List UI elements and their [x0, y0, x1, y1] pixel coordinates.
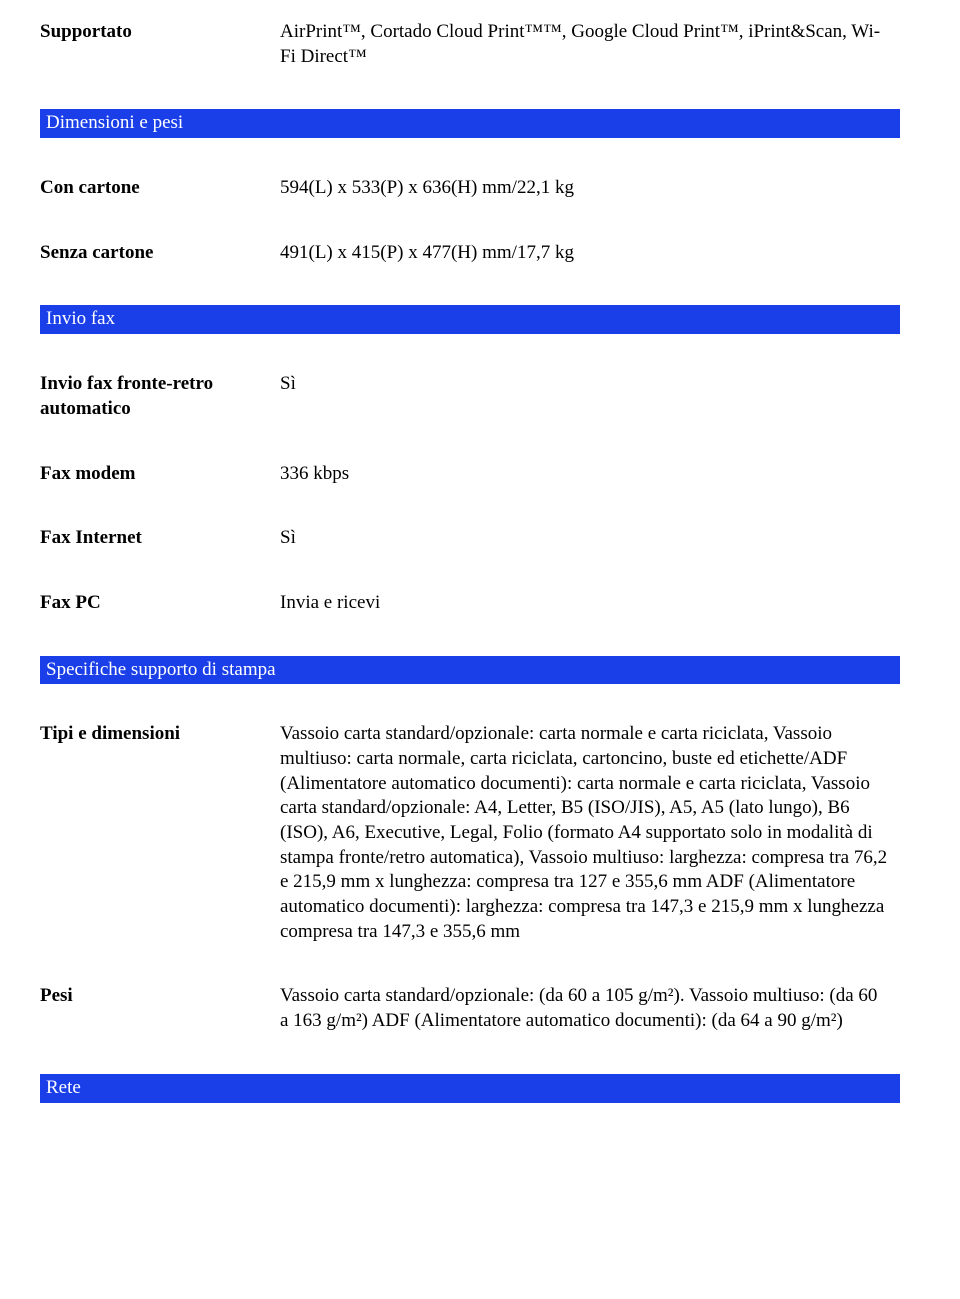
spec-value: 594(L) x 533(P) x 636(H) mm/22,1 kg: [280, 176, 900, 201]
spec-value: Invia e ricevi: [280, 591, 900, 616]
spec-value: Vassoio carta standard/opzionale: (da 60…: [280, 984, 900, 1033]
section-header-specifiche: Specifiche supporto di stampa: [40, 656, 900, 685]
spec-value: Sì: [280, 372, 900, 421]
spec-row: Senza cartone 491(L) x 415(P) x 477(H) m…: [40, 241, 900, 266]
spec-row: Fax Internet Sì: [40, 526, 900, 551]
spec-label: Fax PC: [40, 591, 280, 616]
spec-label: Pesi: [40, 984, 280, 1033]
spec-label: Invio fax fronte-retro automatico: [40, 372, 280, 421]
spec-label: Fax modem: [40, 462, 280, 487]
spec-label: Fax Internet: [40, 526, 280, 551]
spec-row: Fax modem 336 kbps: [40, 462, 900, 487]
section-header-inviofax: Invio fax: [40, 305, 900, 334]
spec-row: Pesi Vassoio carta standard/opzionale: (…: [40, 984, 900, 1033]
spec-value: 336 kbps: [280, 462, 900, 487]
section-header-dimensioni: Dimensioni e pesi: [40, 109, 900, 138]
spec-label: Supportato: [40, 20, 280, 69]
spec-row: Supportato AirPrint™, Cortado Cloud Prin…: [40, 20, 900, 69]
section-header-rete: Rete: [40, 1074, 900, 1103]
spec-row: Con cartone 594(L) x 533(P) x 636(H) mm/…: [40, 176, 900, 201]
spec-row: Fax PC Invia e ricevi: [40, 591, 900, 616]
spec-value: 491(L) x 415(P) x 477(H) mm/17,7 kg: [280, 241, 900, 266]
spec-value: AirPrint™, Cortado Cloud Print™™, Google…: [280, 20, 900, 69]
spec-row: Invio fax fronte-retro automatico Sì: [40, 372, 900, 421]
spec-label: Tipi e dimensioni: [40, 722, 280, 944]
spec-value: Vassoio carta standard/opzionale: carta …: [280, 722, 900, 944]
spec-label: Con cartone: [40, 176, 280, 201]
spec-label: Senza cartone: [40, 241, 280, 266]
spec-row: Tipi e dimensioni Vassoio carta standard…: [40, 722, 900, 944]
spec-value: Sì: [280, 526, 900, 551]
